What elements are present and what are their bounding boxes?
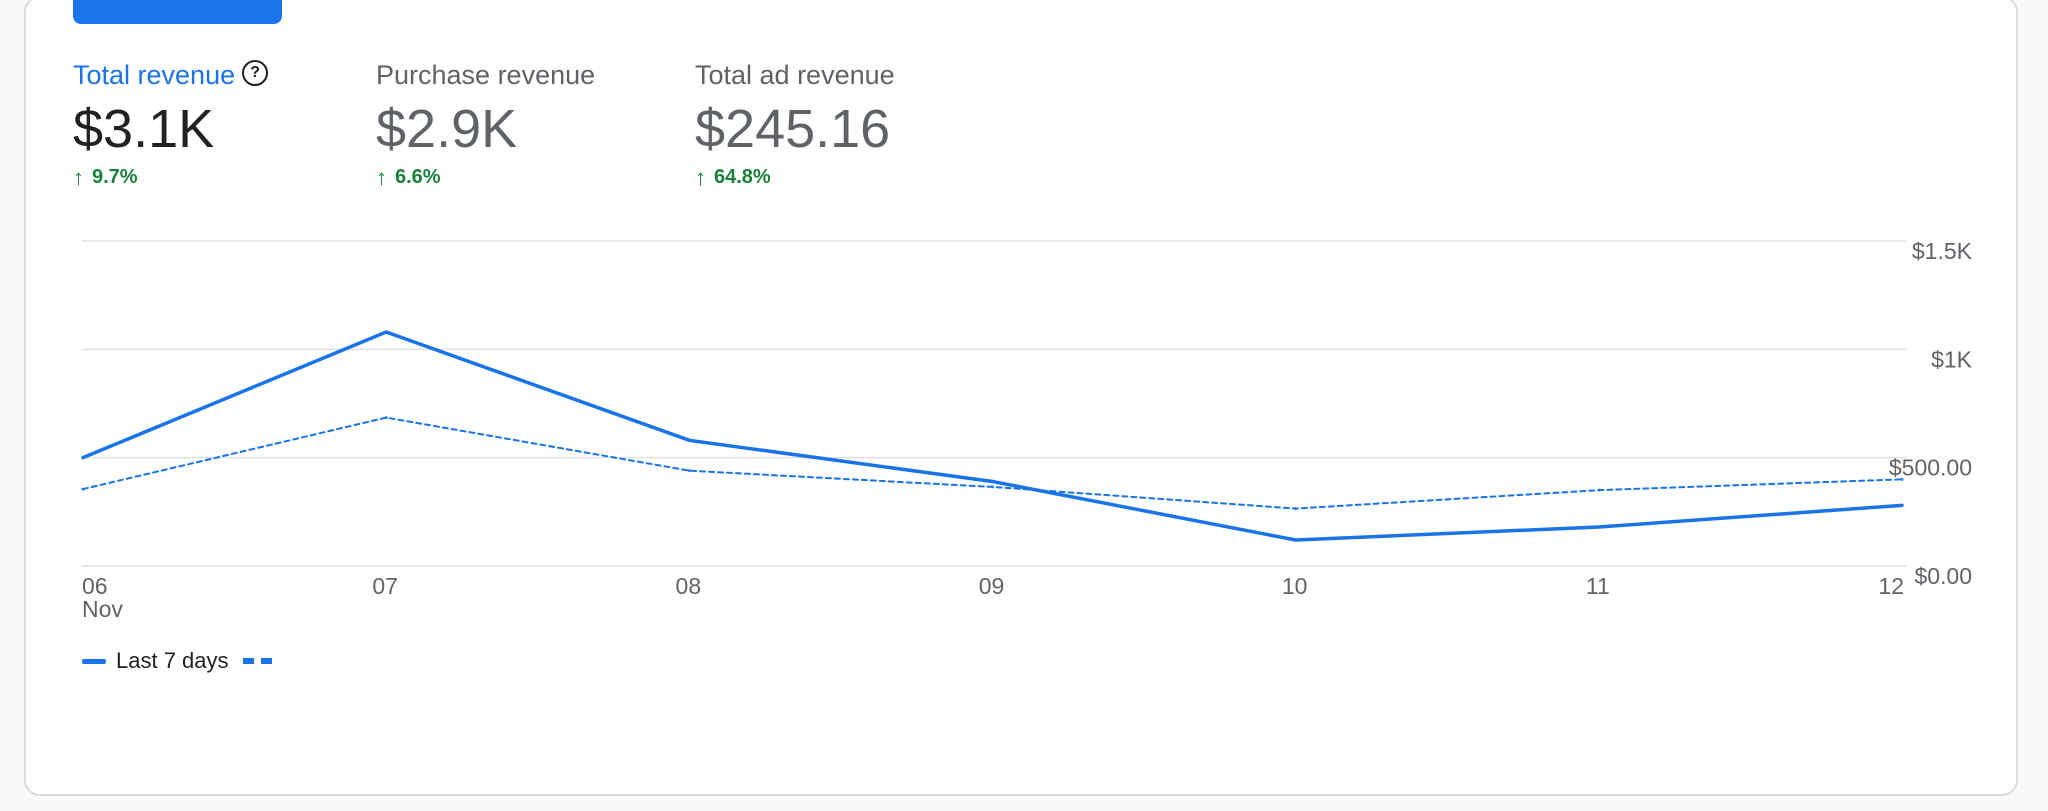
- x-tick-label: 11: [1586, 573, 1610, 599]
- arrow-up-icon: ↑: [73, 164, 84, 190]
- y-tick-label: $0.00: [1914, 563, 1972, 589]
- x-tick-label: 07: [372, 573, 398, 599]
- data-point-comparison: [1597, 488, 1601, 492]
- data-point-current: [1597, 525, 1601, 529]
- revenue-card: Total revenue ? $3.1K ↑ 9.7% Purchase re…: [24, 0, 2018, 796]
- legend-solid-line-icon: [82, 658, 106, 664]
- chart-legend: Last 7 days: [82, 648, 279, 674]
- metric-total-revenue[interactable]: Total revenue ? $3.1K ↑ 9.7%: [73, 58, 269, 189]
- data-point-current: [1294, 538, 1298, 542]
- metric-value: $2.9K: [376, 99, 518, 159]
- metric-label: Total ad revenue: [695, 60, 895, 90]
- metric-purchase-revenue[interactable]: Purchase revenue $2.9K ↑ 6.6%: [376, 58, 595, 189]
- x-tick-label: 06: [82, 573, 108, 599]
- x-tick-label: 08: [676, 573, 702, 599]
- data-point-current: [687, 438, 691, 442]
- legend-current-label: Last 7 days: [116, 648, 229, 673]
- metric-label-row: Total ad revenue: [695, 58, 895, 92]
- data-point-comparison: [81, 487, 85, 491]
- data-point-comparison: [687, 469, 691, 473]
- data-point-current: [1900, 503, 1904, 507]
- x-tick-label: 12: [1878, 573, 1904, 599]
- data-point-comparison: [1900, 477, 1904, 481]
- active-tab-indicator: [73, 0, 282, 24]
- metric-value: $245.16: [695, 99, 891, 159]
- y-tick-label: $1.5K: [1912, 238, 1973, 264]
- metric-label-row: Total revenue ?: [73, 58, 269, 92]
- arrow-up-icon: ↑: [695, 164, 706, 190]
- metric-change-value: 64.8%: [714, 166, 771, 188]
- metric-label: Total revenue: [73, 60, 236, 90]
- arrow-up-icon: ↑: [376, 164, 387, 190]
- series-line-current: [81, 330, 1904, 542]
- data-point-current: [991, 480, 994, 483]
- data-point-current: [384, 330, 388, 334]
- metric-change-value: 6.6%: [395, 166, 441, 188]
- legend-dashed-line-icon: [242, 658, 279, 664]
- y-tick-label: $1K: [1931, 346, 1973, 372]
- metric-total-ad-revenue[interactable]: Total ad revenue $245.16 ↑ 64.8%: [695, 58, 895, 189]
- metric-change-value: 9.7%: [92, 166, 138, 188]
- metric-change: ↑ 6.6%: [376, 166, 595, 189]
- x-tick-sublabel: Nov: [82, 596, 123, 622]
- data-point-comparison: [991, 485, 994, 489]
- series-line-comparison: [82, 416, 1903, 510]
- metric-label: Purchase revenue: [376, 60, 596, 90]
- data-point-comparison: [1294, 507, 1298, 511]
- metric-change: ↑ 9.7%: [73, 166, 268, 189]
- help-circle-icon[interactable]: ?: [242, 60, 269, 86]
- metric-change: ↑ 64.8%: [695, 166, 895, 189]
- data-point-current: [81, 456, 85, 460]
- revenue-line-chart[interactable]: $0.00 $500.00 $1K $1.5K 06 07 08 09 10 11 12 Nov: [26, 0, 2016, 698]
- data-point-comparison: [384, 416, 388, 420]
- metric-label-row: Purchase revenue: [376, 58, 595, 92]
- x-tick-label: 09: [979, 573, 1005, 599]
- x-tick-label: 10: [1282, 573, 1308, 599]
- metric-value: $3.1K: [73, 99, 215, 159]
- y-tick-label: $500.00: [1889, 455, 1972, 481]
